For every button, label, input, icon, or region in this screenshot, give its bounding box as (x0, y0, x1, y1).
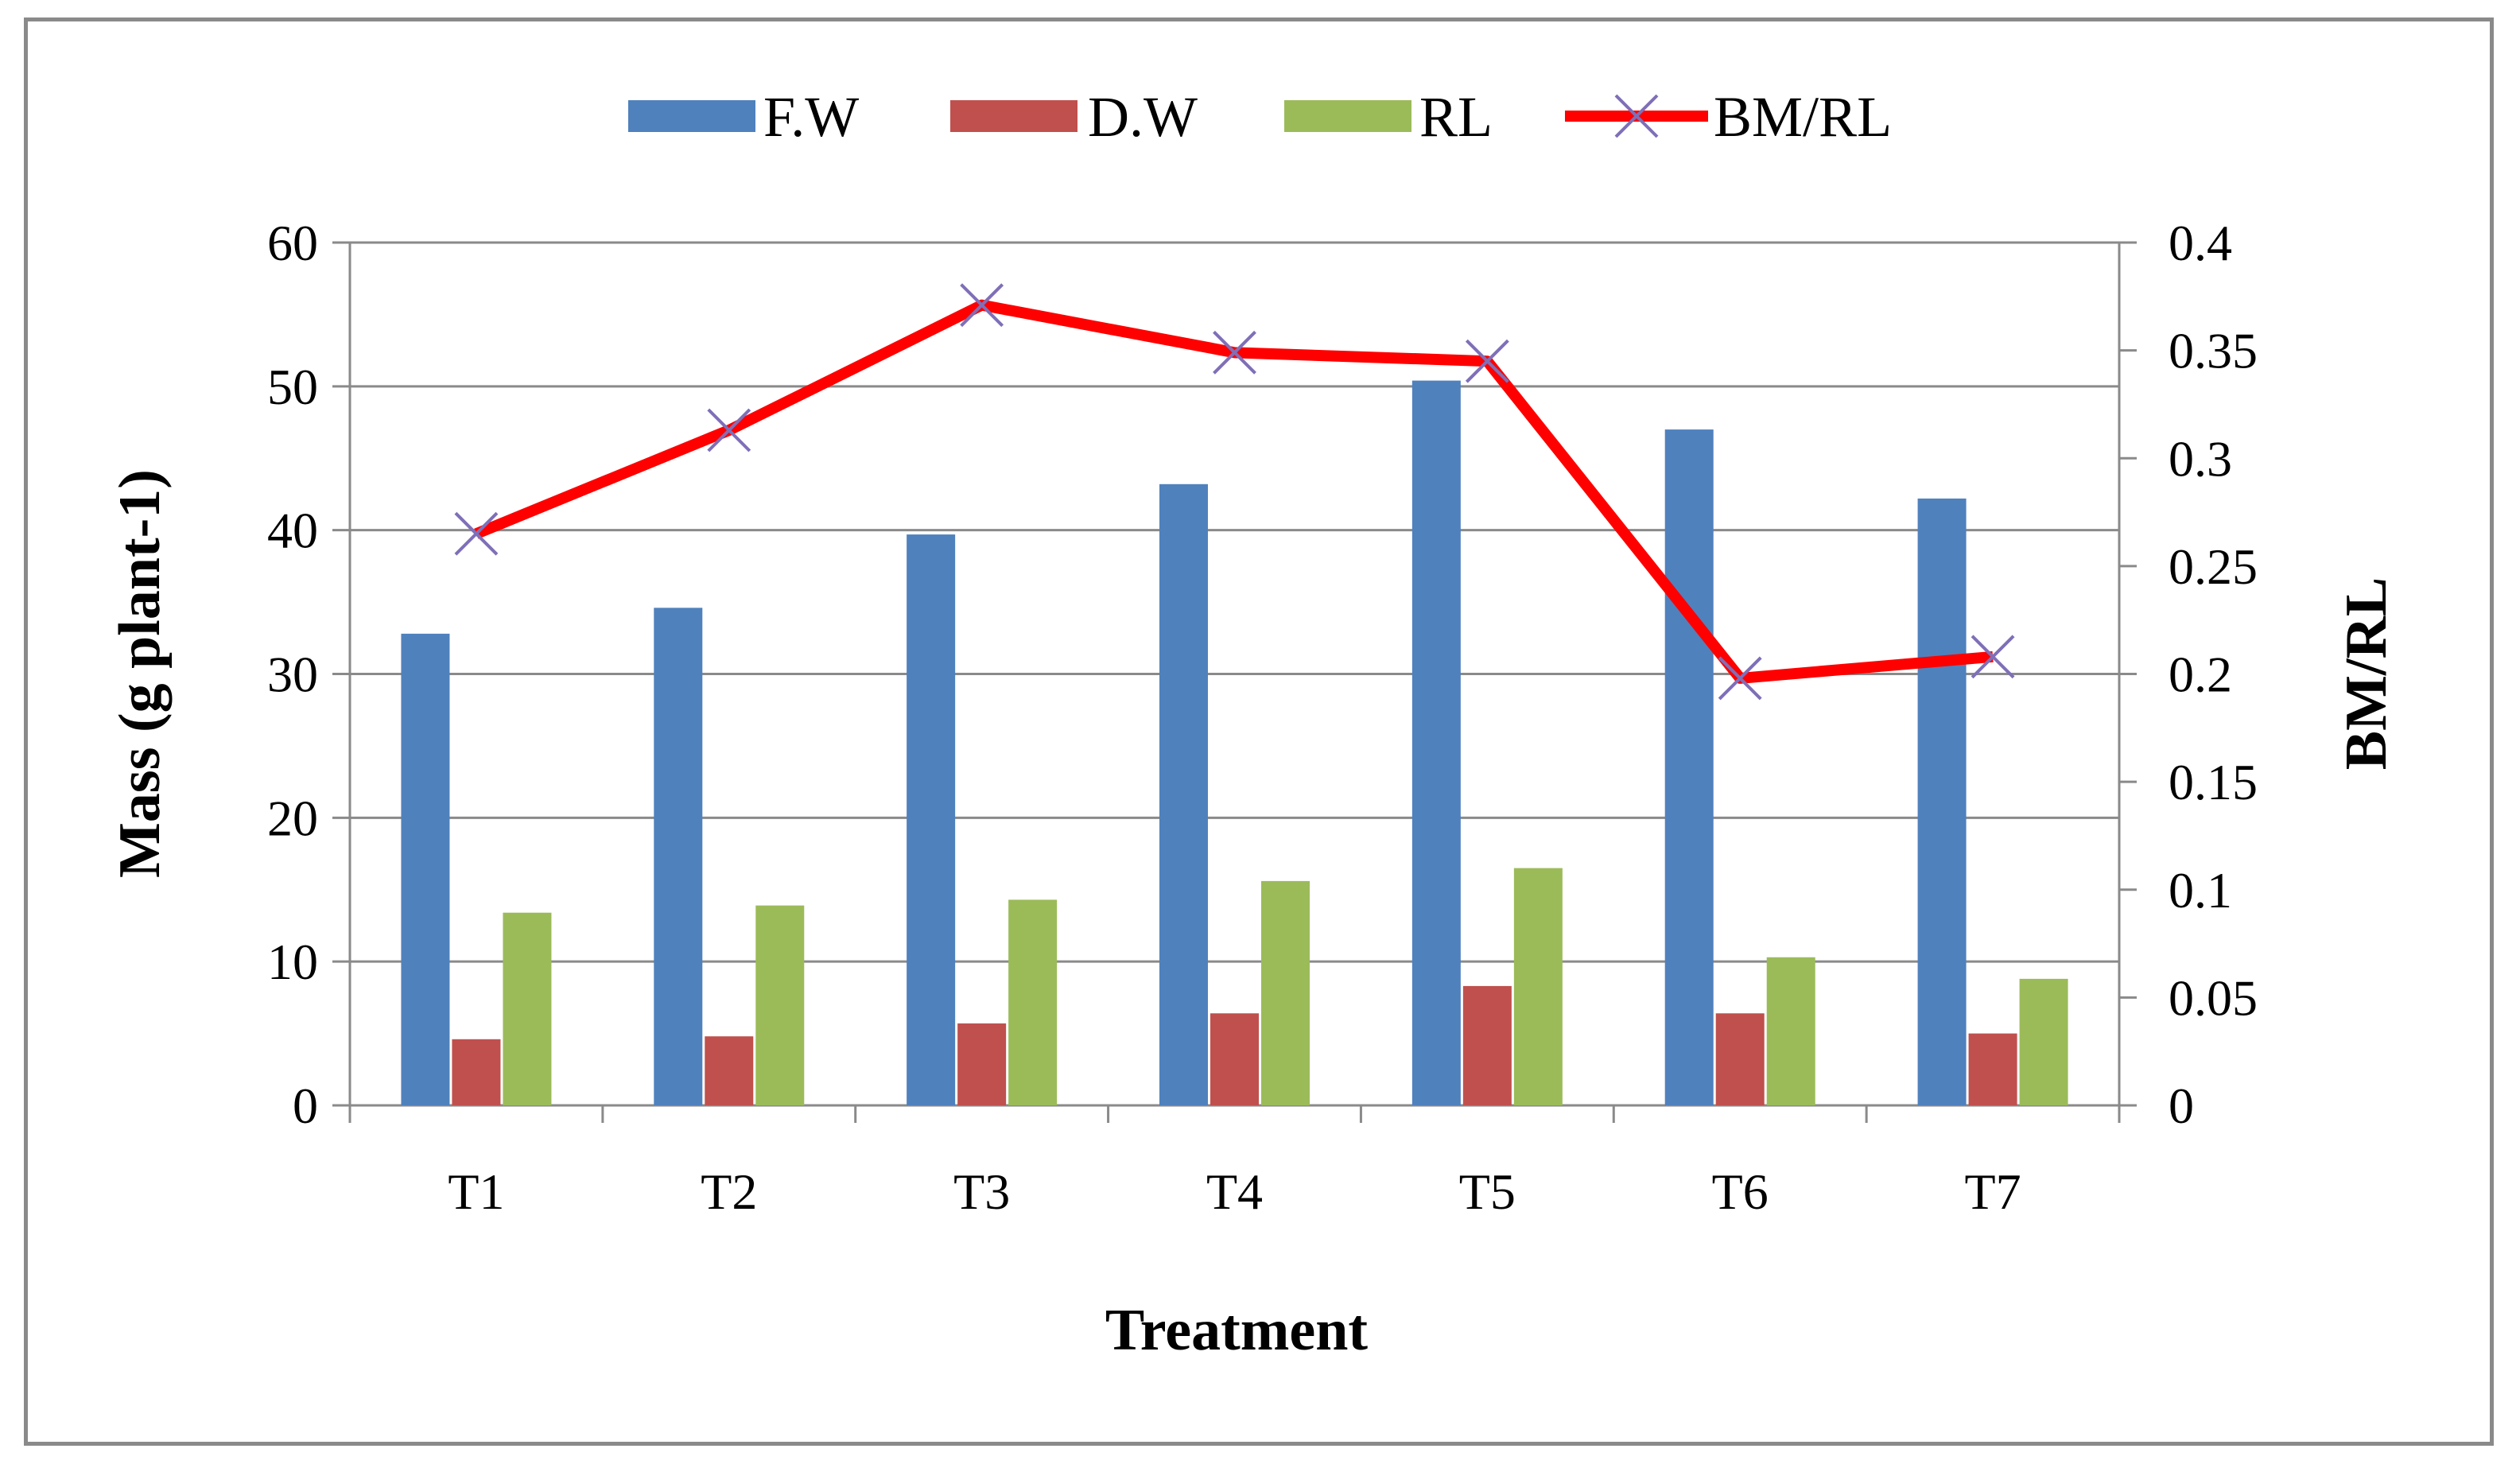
legend-label-fw: F.W (763, 85, 859, 149)
legend-marker-bm-rl (1614, 94, 1659, 138)
bar-f-w-t7 (1917, 498, 1967, 1105)
y-tick-label: 50 (267, 359, 318, 415)
bar-f-w-t2 (654, 608, 703, 1105)
bar-f-w-t3 (907, 534, 956, 1105)
y-tick-label: 30 (267, 647, 318, 703)
y-axis-right: 0 0.05 0.1 0.15 0.2 0.25 0.3 0.35 0.4 (2119, 215, 2258, 1134)
x-tick-label: T5 (1459, 1163, 1516, 1220)
bm-rl-line (454, 283, 2015, 701)
y2-tick-label: 0.1 (2169, 862, 2232, 918)
bars (401, 380, 2068, 1106)
y-tick-label: 10 (267, 934, 318, 990)
x-tick-label: T3 (953, 1163, 1010, 1220)
marker-bm-rl-t3 (960, 283, 1004, 328)
bar-f-w-t1 (401, 633, 450, 1105)
y2-tick-label: 0.05 (2169, 969, 2258, 1026)
legend-item-fw: F.W (628, 85, 859, 149)
marker-bm-rl-t6 (1718, 656, 1762, 701)
bar-rl-t4 (1261, 880, 1310, 1105)
bar-rl-t2 (755, 905, 805, 1105)
y2-tick-label: 0.2 (2169, 647, 2232, 703)
y-axis-title: Mass (g plant-1) (107, 469, 173, 878)
y-tick-label: 60 (267, 215, 318, 271)
bar-d-w-t5 (1462, 985, 1512, 1105)
y-tick-label: 20 (267, 790, 318, 846)
bar-d-w-t7 (1968, 1033, 2017, 1105)
legend: F.W D.W RL BM/RL (628, 85, 1892, 149)
x-tick-label: T1 (448, 1163, 504, 1220)
marker-bm-rl-t1 (454, 511, 499, 556)
bar-d-w-t1 (452, 1039, 501, 1105)
y2-tick-label: 0.4 (2169, 215, 2232, 271)
x-tick-label: T7 (1965, 1163, 2021, 1220)
bar-rl-t6 (1766, 957, 1815, 1105)
y2-tick-label: 0 (2169, 1078, 2194, 1134)
x-tick-label: T6 (1712, 1163, 1769, 1220)
bar-d-w-t6 (1715, 1013, 1765, 1105)
bar-rl-t1 (503, 912, 552, 1105)
marker-bm-rl-t2 (707, 408, 751, 452)
bar-rl-t7 (2019, 978, 2068, 1105)
y2-tick-label: 0.25 (2169, 538, 2258, 595)
y2-tick-label: 0.35 (2169, 323, 2258, 379)
x-tick-label: T4 (1206, 1163, 1263, 1220)
bar-rl-t3 (1008, 899, 1058, 1105)
legend-swatch-dw (950, 100, 1078, 132)
legend-swatch-fw (628, 100, 755, 132)
marker-bm-rl-t7 (1971, 635, 2015, 679)
marker-bm-rl-t5 (1465, 339, 1509, 383)
legend-swatch-rl (1284, 100, 1411, 132)
bar-rl-t5 (1513, 868, 1563, 1105)
legend-label-bm-rl: BM/RL (1714, 85, 1892, 149)
bar-f-w-t6 (1664, 429, 1714, 1105)
y2-tick-label: 0.15 (2169, 754, 2258, 810)
bar-d-w-t2 (705, 1036, 754, 1105)
legend-label-rl: RL (1419, 85, 1493, 149)
y2-axis-title: BM/RL (2334, 577, 2399, 771)
legend-label-dw: D.W (1088, 85, 1198, 149)
x-tick-label: T2 (701, 1163, 757, 1220)
y-tick-label: 40 (267, 503, 318, 559)
bar-d-w-t4 (1210, 1013, 1259, 1105)
legend-x-marker (1614, 94, 1659, 138)
legend-item-bm-rl: BM/RL (1565, 85, 1892, 149)
x-axis-title: Treatment (1105, 1298, 1369, 1363)
y-axis-left: 0 10 20 30 40 50 60 (267, 215, 350, 1134)
bar-f-w-t5 (1411, 380, 1461, 1106)
legend-item-rl: RL (1284, 85, 1493, 149)
bar-d-w-t3 (957, 1023, 1007, 1105)
x-axis: T1 T2 T3 T4 T5 T6 T7 (348, 1105, 2121, 1220)
y-tick-label: 0 (293, 1078, 318, 1134)
y2-tick-label: 0.3 (2169, 430, 2232, 487)
legend-item-dw: D.W (950, 85, 1198, 149)
marker-bm-rl-t4 (1213, 330, 1256, 375)
bar-f-w-t4 (1159, 484, 1208, 1105)
